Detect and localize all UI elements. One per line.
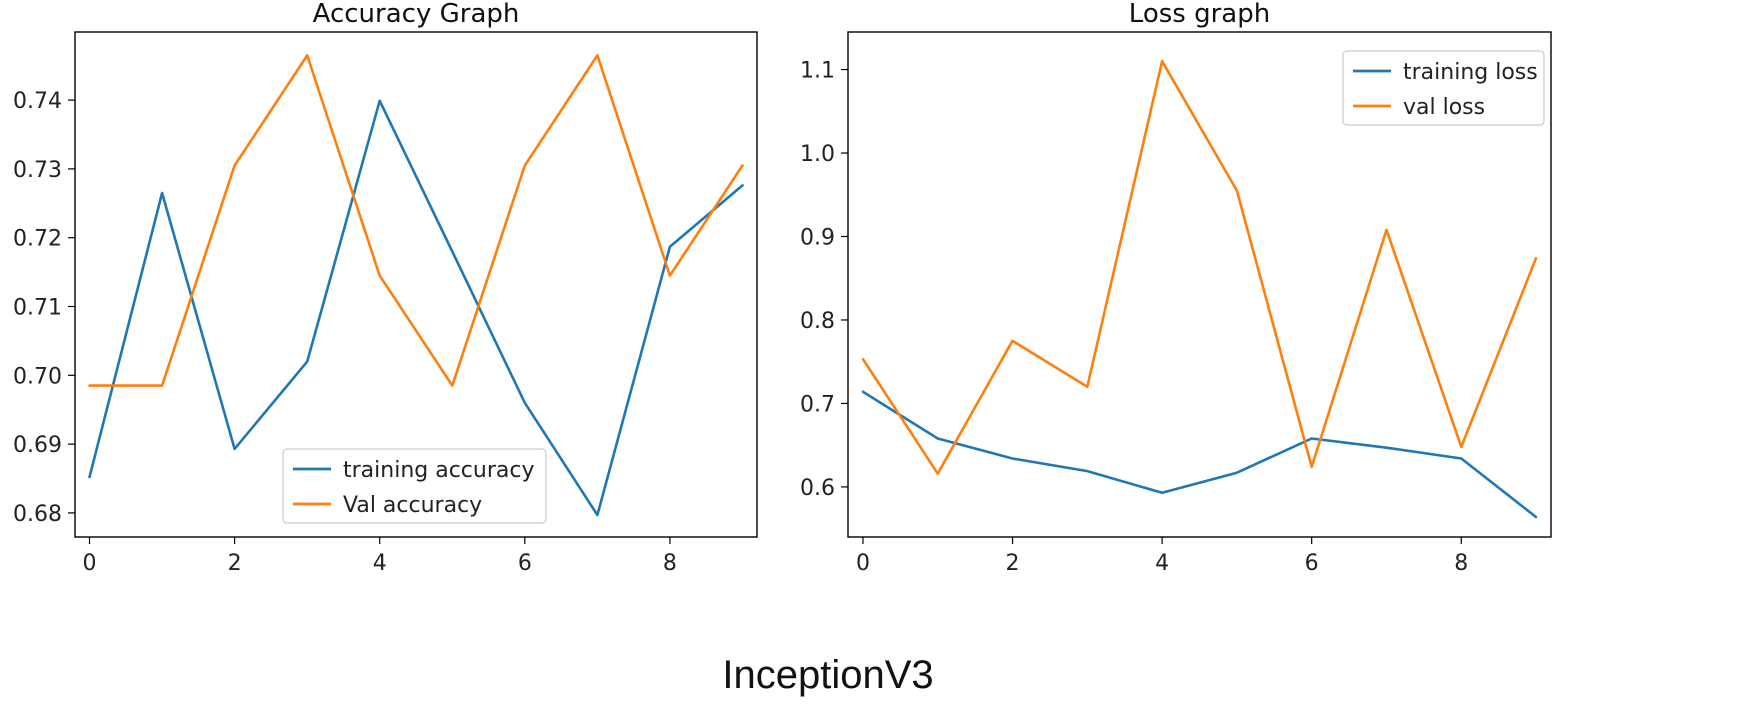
legend-label: training loss bbox=[1403, 60, 1538, 85]
legend: training accuracy Val accuracy bbox=[282, 448, 547, 524]
y-tick-label: 1.0 bbox=[800, 142, 835, 167]
y-tick-label: 0.70 bbox=[13, 364, 62, 389]
x-tick-label: 4 bbox=[373, 551, 387, 576]
x-tick-label: 0 bbox=[856, 551, 870, 576]
x-tick-label: 2 bbox=[1006, 551, 1020, 576]
legend-box bbox=[1342, 50, 1545, 126]
x-tick-label: 4 bbox=[1155, 551, 1169, 576]
y-tick-label: 0.72 bbox=[13, 227, 62, 252]
legend-label: val loss bbox=[1403, 95, 1485, 120]
y-tick-label: 0.69 bbox=[13, 433, 62, 458]
figure-caption: InceptionV3 bbox=[722, 653, 933, 697]
loss-chart: Loss graph 0 2 4 6 8 0.6 0.7 0.8 0.9 1.0 1.1 trainin… bbox=[800, 0, 1552, 576]
accuracy-chart: Accuracy Graph 0 2 4 6 8 0.68 0.69 0.70 0.71 0.72 0… bbox=[13, 0, 758, 576]
x-tick-label: 6 bbox=[1305, 551, 1319, 576]
series-line-training-loss bbox=[861, 390, 1538, 519]
series-line-val-accuracy bbox=[88, 54, 744, 387]
x-tick-label: 0 bbox=[83, 551, 97, 576]
y-tick-label: 1.1 bbox=[800, 59, 835, 84]
x-tick-label: 6 bbox=[518, 551, 532, 576]
series-line-training-accuracy bbox=[88, 99, 744, 517]
y-tick-label: 0.71 bbox=[13, 296, 62, 321]
y-tick-label: 0.74 bbox=[13, 89, 62, 114]
y-tick-label: 0.6 bbox=[800, 476, 835, 501]
plot-frame bbox=[847, 31, 1552, 538]
plot-frame bbox=[74, 31, 758, 538]
legend: training loss val loss bbox=[1342, 50, 1545, 126]
y-tick-label: 0.73 bbox=[13, 158, 62, 183]
legend-label: training accuracy bbox=[343, 458, 534, 483]
x-tick-label: 8 bbox=[1454, 551, 1468, 576]
y-tick-label: 0.7 bbox=[800, 392, 835, 417]
x-tick-label: 2 bbox=[228, 551, 242, 576]
legend-label: Val accuracy bbox=[343, 493, 482, 518]
x-tick-label: 8 bbox=[663, 551, 677, 576]
y-tick-label: 0.9 bbox=[800, 226, 835, 251]
y-tick-label: 0.8 bbox=[800, 309, 835, 334]
chart-title: Accuracy Graph bbox=[313, 0, 520, 29]
series-line-val-loss bbox=[861, 59, 1538, 475]
legend-box bbox=[282, 448, 547, 524]
chart-title: Loss graph bbox=[1129, 0, 1270, 29]
y-tick-label: 0.68 bbox=[13, 502, 62, 527]
